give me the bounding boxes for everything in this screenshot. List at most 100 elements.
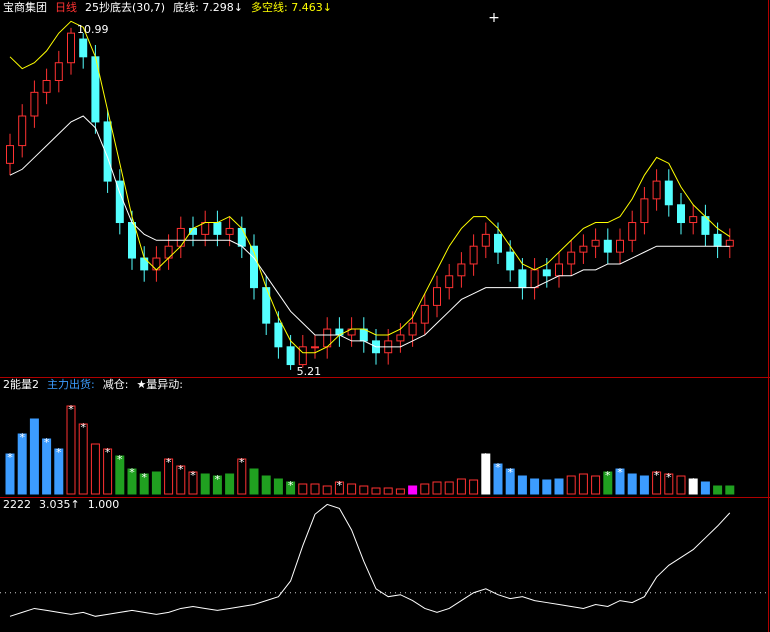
volume-bar bbox=[676, 475, 686, 495]
volume-bar bbox=[78, 423, 88, 495]
indicator-line bbox=[9, 20, 731, 354]
volume-bar bbox=[249, 468, 259, 495]
volume-bar bbox=[127, 468, 137, 495]
candle-body bbox=[494, 233, 502, 253]
header-text: 1.000 bbox=[88, 498, 120, 511]
volume-bar bbox=[444, 481, 454, 495]
star-marker: * bbox=[288, 479, 294, 492]
candle-body bbox=[54, 62, 63, 81]
star-marker: * bbox=[105, 446, 111, 459]
volume-bar bbox=[664, 473, 674, 495]
candle-body bbox=[579, 245, 588, 253]
star-marker: * bbox=[56, 446, 62, 459]
candle-body bbox=[652, 180, 661, 200]
candle-body bbox=[603, 239, 612, 253]
star-marker: * bbox=[507, 466, 513, 479]
candle-body bbox=[237, 227, 246, 247]
star-marker: * bbox=[690, 476, 696, 489]
header-text: 宝商集团 bbox=[3, 0, 47, 14]
volume-bar bbox=[273, 478, 283, 495]
volume-bar bbox=[371, 487, 381, 495]
candle-body bbox=[311, 346, 319, 349]
volume-bar bbox=[334, 481, 344, 495]
star-marker: * bbox=[605, 469, 611, 482]
candle-body bbox=[67, 32, 75, 64]
volume-bar bbox=[505, 468, 515, 495]
volume-bar bbox=[652, 471, 662, 495]
volume-bar bbox=[530, 478, 540, 495]
candle-body bbox=[677, 204, 685, 224]
volume-bar bbox=[261, 475, 271, 495]
candle-body bbox=[396, 334, 405, 342]
star-marker: * bbox=[495, 461, 501, 474]
volume-bar bbox=[42, 438, 52, 495]
annotation: 10.99 bbox=[77, 23, 109, 36]
volume-bar bbox=[700, 481, 710, 495]
candle-body bbox=[530, 269, 539, 289]
volume-bar bbox=[237, 458, 247, 495]
volume-bar bbox=[725, 485, 735, 495]
candle-body bbox=[591, 239, 600, 247]
candle-body bbox=[664, 180, 673, 206]
volume-bar bbox=[469, 479, 479, 495]
candle-body bbox=[457, 263, 466, 277]
volume-bar bbox=[310, 483, 320, 495]
candle-body bbox=[542, 269, 551, 277]
volume-bar bbox=[639, 475, 649, 495]
header-text: 日线 bbox=[55, 0, 77, 14]
volume-bar bbox=[151, 471, 161, 495]
cursor-cross: + bbox=[488, 10, 500, 26]
candle-body bbox=[274, 322, 283, 348]
candle-body bbox=[469, 245, 478, 265]
star-marker: * bbox=[337, 479, 343, 492]
candle-body bbox=[518, 269, 527, 289]
star-marker: * bbox=[7, 451, 13, 464]
volume-bar bbox=[517, 475, 527, 495]
volume-bar bbox=[225, 473, 235, 495]
volume-bar bbox=[29, 418, 39, 495]
volume-bar bbox=[66, 405, 76, 495]
candle-body bbox=[286, 346, 295, 366]
header-text: 减仓: bbox=[103, 377, 129, 391]
candle-body bbox=[420, 304, 429, 324]
candle-body bbox=[213, 222, 222, 235]
star-marker: * bbox=[190, 469, 196, 482]
candle-body bbox=[201, 222, 210, 235]
volume-bar bbox=[54, 448, 64, 495]
candle-body bbox=[445, 275, 454, 289]
volume-bar bbox=[395, 488, 405, 495]
header-text: 底线: 7.298↓ bbox=[173, 0, 243, 14]
volume-bar bbox=[200, 473, 210, 495]
header-text: 2222 bbox=[3, 498, 31, 511]
header-text: 2能量2 bbox=[3, 377, 39, 391]
candle-body bbox=[225, 227, 234, 235]
star-marker: * bbox=[617, 466, 623, 479]
candle-body bbox=[628, 222, 637, 241]
volume-bar bbox=[542, 479, 552, 495]
candle-body bbox=[433, 287, 441, 306]
volume-bar bbox=[115, 455, 125, 495]
candle-body bbox=[128, 222, 136, 259]
candle-body bbox=[6, 145, 14, 164]
volume-bar bbox=[456, 478, 466, 495]
star-marker: * bbox=[44, 436, 50, 449]
volume-bar bbox=[493, 463, 503, 495]
volume-bar bbox=[139, 473, 149, 495]
star-marker: * bbox=[178, 463, 184, 476]
volume-bar bbox=[591, 475, 601, 495]
candle-body bbox=[298, 346, 307, 366]
volume-bar bbox=[566, 475, 576, 495]
volume-bar bbox=[322, 485, 332, 495]
indicator-line bbox=[9, 115, 730, 348]
volume-bar bbox=[103, 448, 113, 495]
star-marker: * bbox=[166, 456, 172, 469]
header-text: 25抄底去(30,7) bbox=[85, 0, 165, 14]
volume-bar bbox=[420, 483, 430, 495]
volume-bar bbox=[554, 478, 564, 495]
star-marker: * bbox=[129, 466, 135, 479]
star-marker: * bbox=[483, 451, 489, 464]
volume-bar bbox=[298, 483, 308, 495]
volume-bar bbox=[164, 458, 174, 495]
star-marker: * bbox=[68, 403, 74, 416]
